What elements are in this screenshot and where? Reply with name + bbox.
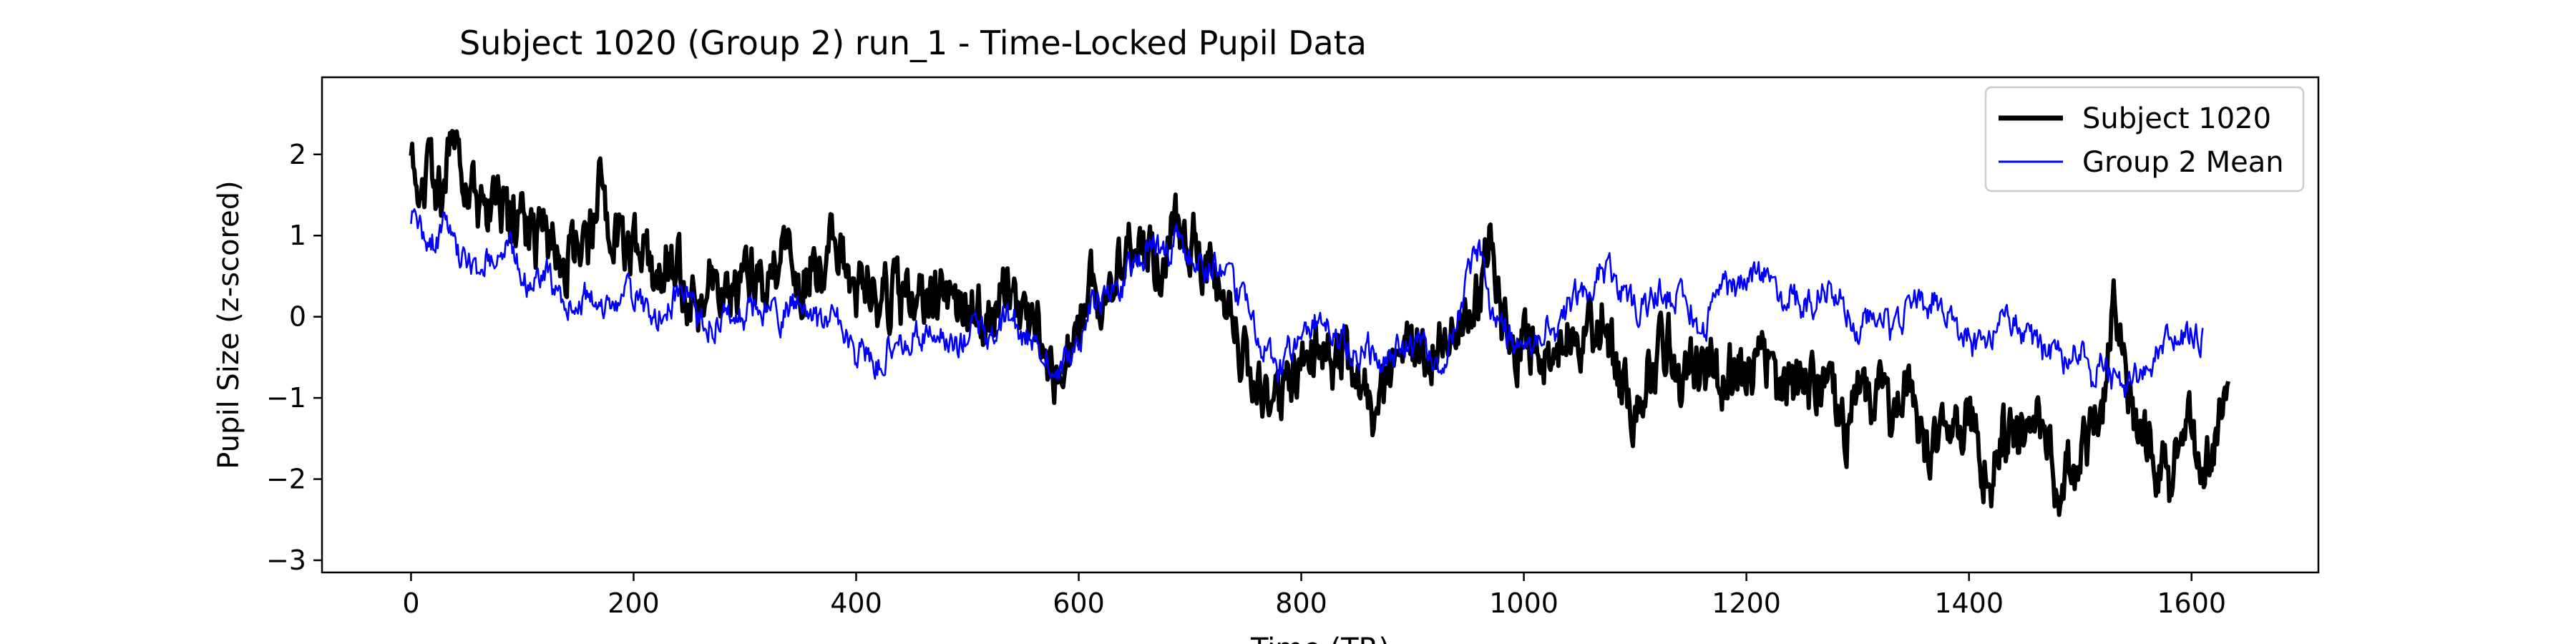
x-tick-label: 200: [608, 587, 660, 619]
y-tick-label: −2: [266, 464, 306, 495]
x-tick-label: 800: [1275, 587, 1327, 619]
series-line-group-mean: [410, 208, 2204, 399]
y-tick-label: 0: [289, 301, 306, 333]
y-axis: −3 −2 −1 0 1 2: [266, 139, 322, 576]
x-tick-label: 1000: [1489, 587, 1558, 619]
x-tick-label: 1600: [2157, 587, 2226, 619]
legend-label-group-mean: Group 2 Mean: [2082, 146, 2284, 179]
x-tick-label: 400: [830, 587, 882, 619]
y-tick-label: 2: [289, 139, 306, 170]
legend-label-subject: Subject 1020: [2082, 102, 2271, 135]
y-tick-label: −3: [266, 545, 306, 576]
x-axis: 0 200 400 600 800 1000 1200 1400 1600: [402, 572, 2226, 619]
series-line-subject: [409, 129, 2230, 517]
legend-box: [1984, 86, 2305, 192]
y-tick-label: 1: [289, 220, 306, 251]
x-tick-label: 0: [402, 587, 419, 619]
x-axis-label: Time (TR): [1250, 633, 1390, 644]
legend: Subject 1020 Group 2 Mean: [1984, 86, 2305, 192]
y-axis-label: Pupil Size (z-scored): [213, 180, 245, 469]
x-tick-label: 1400: [1934, 587, 2004, 619]
chart-title: Subject 1020 (Group 2) run_1 - Time-Lock…: [459, 24, 1367, 62]
x-tick-label: 1200: [1712, 587, 1781, 619]
y-tick-label: −1: [266, 382, 306, 414]
plot-frame: [321, 76, 2320, 574]
x-tick-label: 600: [1053, 587, 1105, 619]
series-layer: [409, 129, 2230, 517]
